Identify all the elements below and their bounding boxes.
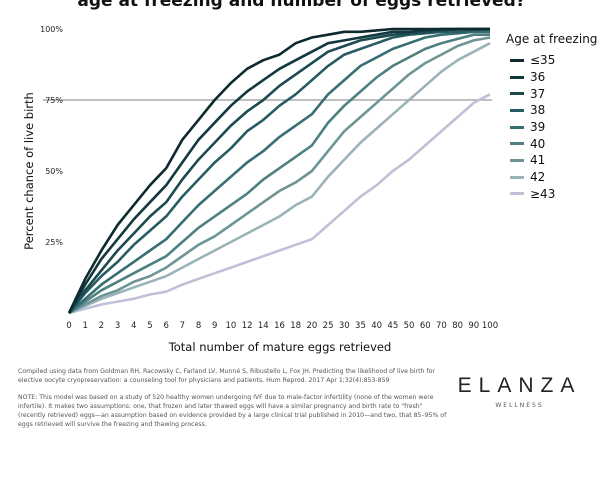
legend-swatch — [510, 142, 524, 146]
x-tick-label: 25 — [323, 321, 334, 331]
series-line — [68, 33, 490, 315]
legend-item: 38 — [510, 102, 555, 119]
chart-labels: 25%50%75%100%0 1 2 3 4 5 6 7 8 9 10 12 14 16 18 20 25 30 3… — [22, 25, 498, 354]
series-line — [67, 27, 491, 314]
x-tick-label: 50 — [404, 321, 415, 331]
legend-item: 41 — [510, 152, 555, 169]
x-tick-label: 70 — [436, 321, 447, 331]
legend-label: 37 — [530, 86, 546, 101]
series-line — [67, 27, 490, 314]
legend-label: ≥43 — [530, 186, 556, 201]
x-tick-label: 0 — [66, 321, 71, 331]
legend-item: 42 — [510, 169, 555, 186]
legend-label: ≤35 — [530, 53, 556, 68]
x-tick-label: 40 — [371, 321, 382, 331]
legend-swatch — [510, 92, 524, 96]
chart-title: age at freezing and number of eggs retri… — [77, 0, 526, 11]
x-tick-label: 60 — [420, 321, 431, 331]
legend-swatch — [510, 58, 524, 62]
brand-subtitle: WELLNESS — [495, 402, 544, 409]
legend-label: 36 — [530, 70, 546, 85]
legend-swatch — [510, 158, 524, 162]
x-tick-label: 6 — [163, 321, 168, 331]
legend-swatch — [510, 75, 524, 79]
legend-item: ≥43 — [510, 186, 555, 203]
x-tick-label: 7 — [180, 321, 185, 331]
x-tick-label: 20 — [306, 321, 317, 331]
y-tick-label: 25% — [45, 238, 63, 247]
x-tick-label: 80 — [452, 321, 463, 331]
x-tick-label: 45 — [387, 321, 398, 331]
series-group — [67, 27, 491, 315]
series-line — [68, 30, 490, 314]
x-tick-label: 18 — [290, 321, 301, 331]
x-tick-label: 8 — [196, 321, 201, 331]
legend-swatch — [510, 192, 524, 196]
x-tick-label: 9 — [212, 321, 217, 331]
x-tick-label: 1 — [82, 321, 87, 331]
series-line — [67, 27, 490, 314]
y-tick-label: 100% — [40, 25, 63, 34]
series-line — [67, 27, 490, 314]
x-tick-label: 30 — [339, 321, 350, 331]
x-tick-label: 100 — [482, 321, 498, 331]
line-chart: 25%50%75%100%0 1 2 3 4 5 6 7 8 9 10 12 14 16 18 20 25 30 3… — [22, 25, 498, 354]
series-line — [68, 36, 491, 315]
y-axis-label: Percent chance of live birth — [22, 92, 36, 250]
legend-label: 41 — [530, 153, 546, 168]
x-tick-label: 35 — [355, 321, 366, 331]
legend-item: 37 — [510, 85, 555, 102]
legend-swatch — [510, 175, 524, 179]
x-tick-label: 16 — [274, 321, 285, 331]
brand-logo: ELANZA WELLNESS — [452, 374, 587, 409]
x-tick-label: 5 — [147, 321, 152, 331]
legend-label: 39 — [530, 120, 546, 135]
series-line — [68, 93, 491, 315]
legend-item: 40 — [510, 135, 555, 152]
x-tick-label: 4 — [131, 321, 136, 331]
source-citation: Compiled using data from Goldman RH, Rac… — [18, 368, 435, 384]
x-tick-label: 2 — [99, 321, 104, 331]
x-tick-label: 10 — [226, 321, 237, 331]
legend-item: 39 — [510, 119, 555, 136]
x-tick-label: 3 — [115, 321, 120, 331]
x-axis-label: Total number of mature eggs retrieved — [168, 340, 392, 354]
legend: ≤35 36 37 38 39 40 41 42 ≥43 — [510, 52, 555, 202]
legend-item: 36 — [510, 69, 555, 86]
legend-label: 40 — [530, 136, 546, 151]
legend-title: Age at freezing — [506, 32, 598, 46]
legend-swatch — [510, 125, 524, 129]
brand-name: ELANZA — [457, 374, 582, 397]
legend-swatch — [510, 108, 524, 112]
methodology-note: NOTE: This model was based on a study of… — [18, 394, 447, 428]
y-tick-label: 50% — [45, 167, 63, 176]
x-tick-label: 90 — [468, 321, 479, 331]
y-tick-label: 75% — [45, 96, 63, 105]
legend-item: ≤35 — [510, 52, 555, 69]
x-tick-label: 12 — [242, 321, 253, 331]
legend-label: 42 — [530, 170, 546, 185]
series-line — [68, 42, 491, 315]
legend-label: 38 — [530, 103, 546, 118]
x-tick-label: 14 — [258, 321, 269, 331]
